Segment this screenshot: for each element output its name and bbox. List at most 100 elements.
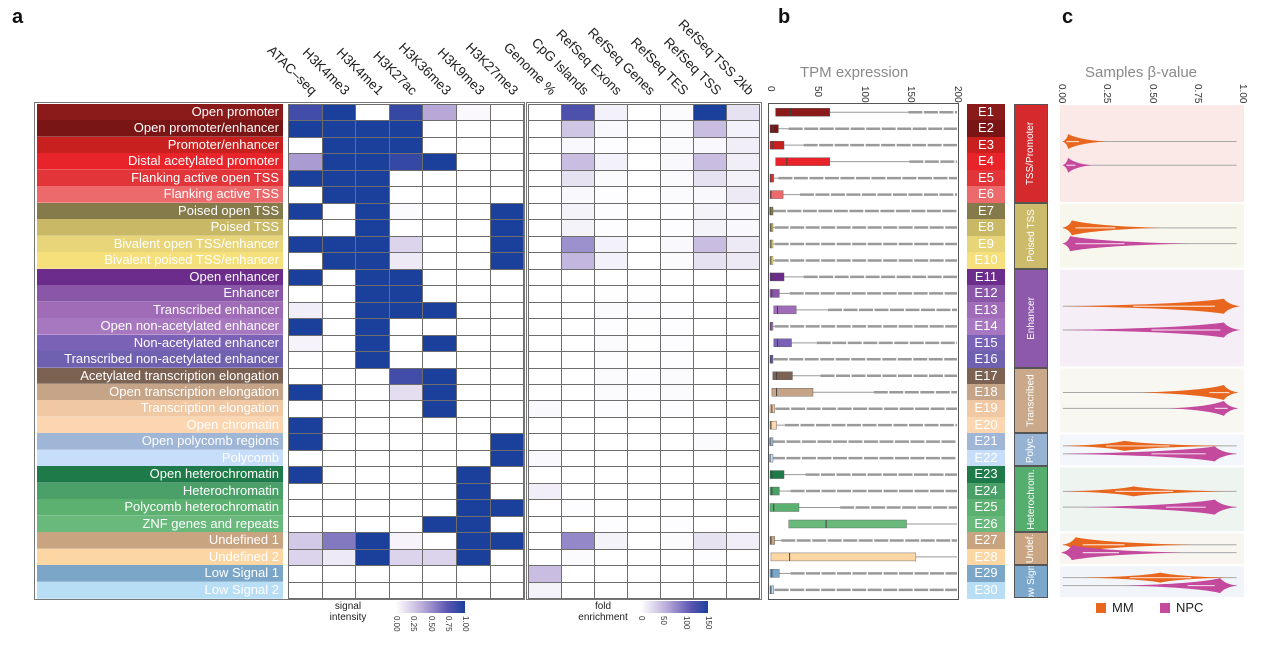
heatmap-cell [321, 252, 357, 270]
heatmap-cell [627, 202, 661, 221]
group-label-box: Heterochrom. [1014, 466, 1048, 533]
heatmap-cell [422, 219, 457, 237]
heatmap-cell [422, 400, 457, 418]
heatmap-cell [422, 334, 457, 353]
heatmap-cell [561, 581, 595, 600]
heatmap-cell [355, 367, 390, 385]
heatmap-cell [489, 383, 525, 402]
heatmap-cell [321, 548, 357, 567]
state-id-label: E1 [967, 104, 1005, 121]
heatmap-cell [288, 351, 323, 369]
heatmap-cell [388, 466, 424, 484]
heatmap-cell [422, 482, 457, 501]
heatmap-cell [288, 169, 323, 188]
heatmap-cell [660, 548, 694, 567]
heatmap-cell [388, 169, 424, 188]
heatmap-cell [321, 383, 357, 402]
heatmap-cell [321, 268, 357, 287]
state-id-label: E2 [967, 120, 1005, 138]
heatmap-cell [321, 235, 357, 254]
heatmap-cell [726, 449, 760, 468]
heatmap-cell [489, 515, 525, 534]
heatmap-cell [594, 482, 628, 501]
state-label: ZNF genes and repeats [37, 515, 283, 533]
heatmap-cell [660, 219, 694, 237]
heatmap-cell [355, 351, 390, 369]
state-id-label: E30 [967, 581, 1005, 599]
heatmap-cell [355, 252, 390, 270]
heatmap-cell [726, 169, 760, 188]
state-id-label: E13 [967, 301, 1005, 319]
state-label: Poised TSS [37, 219, 283, 237]
heatmap-cell [288, 400, 323, 418]
heatmap-cell [561, 499, 595, 517]
violin-legend-mm: MM [1096, 600, 1134, 615]
heatmap-cell [528, 433, 562, 451]
heatmap-cell [456, 482, 491, 501]
heatmap-cell [456, 466, 491, 484]
heatmap-cell [693, 301, 727, 320]
state-label: Open heterochromatin [37, 466, 283, 484]
state-label: Low Signal 2 [37, 581, 283, 599]
heatmap-cell [627, 466, 661, 484]
violin-axis-title: Samples β-value [1085, 64, 1198, 81]
heatmap-cell [627, 252, 661, 270]
state-id-label: E15 [967, 334, 1005, 352]
heatmap-cell [726, 466, 760, 484]
heatmap-cell [693, 219, 727, 237]
heatmap-cell [321, 449, 357, 468]
legend-tick: 0.00 [392, 616, 401, 632]
heatmap-cell [422, 581, 457, 600]
heatmap-cell [726, 383, 760, 402]
heatmap-cell [456, 449, 491, 468]
heatmap-cell [422, 351, 457, 369]
heatmap-cell [388, 499, 424, 517]
heatmap-cell [627, 482, 661, 501]
heatmap-cell [489, 433, 525, 451]
heatmap-cell [660, 186, 694, 204]
heatmap-cell [321, 466, 357, 484]
group-label-box: Low Signal [1014, 565, 1048, 599]
heatmap-cell [321, 202, 357, 221]
state-id-label: E25 [967, 499, 1005, 517]
heatmap-cell [561, 367, 595, 385]
heatmap-cell [561, 416, 595, 435]
heatmap-cell [528, 449, 562, 468]
state-label: Promoter/enhancer [37, 136, 283, 154]
heatmap-cell [388, 202, 424, 221]
heatmap-cell [594, 252, 628, 270]
heatmap-cell [693, 482, 727, 501]
state-label: Open polycomb regions [37, 433, 283, 451]
tpm-axis-title: TPM expression [800, 64, 909, 81]
heatmap-cell [422, 202, 457, 221]
heatmap-cell [456, 268, 491, 287]
heatmap-cell [288, 416, 323, 435]
heatmap-cell [388, 400, 424, 418]
heatmap-cell [726, 301, 760, 320]
heatmap-cell [456, 318, 491, 336]
heatmap-cell [726, 136, 760, 155]
heatmap-cell [660, 285, 694, 303]
heatmap-cell [355, 532, 390, 550]
heatmap-cell [355, 581, 390, 600]
state-label: Enhancer [37, 285, 283, 303]
state-label: Poised open TSS [37, 202, 283, 220]
heatmap-cell [693, 334, 727, 353]
heatmap-cell [388, 482, 424, 501]
state-id-label: E29 [967, 565, 1005, 583]
state-id-label: E14 [967, 318, 1005, 336]
heatmap-cell [355, 120, 390, 138]
state-id-label: E19 [967, 400, 1005, 418]
heatmap-cell [456, 252, 491, 270]
heatmap-cell [627, 153, 661, 171]
heatmap-cell [388, 252, 424, 270]
heatmap-cell [594, 400, 628, 418]
state-label: Non-acetylated enhancer [37, 334, 283, 352]
heatmap-cell [627, 532, 661, 550]
heatmap-cell [489, 449, 525, 468]
heatmap-cell [288, 367, 323, 385]
heatmap-cell [528, 252, 562, 270]
heatmap-cell [594, 499, 628, 517]
heatmap-cell [355, 565, 390, 583]
heatmap-cell [627, 433, 661, 451]
